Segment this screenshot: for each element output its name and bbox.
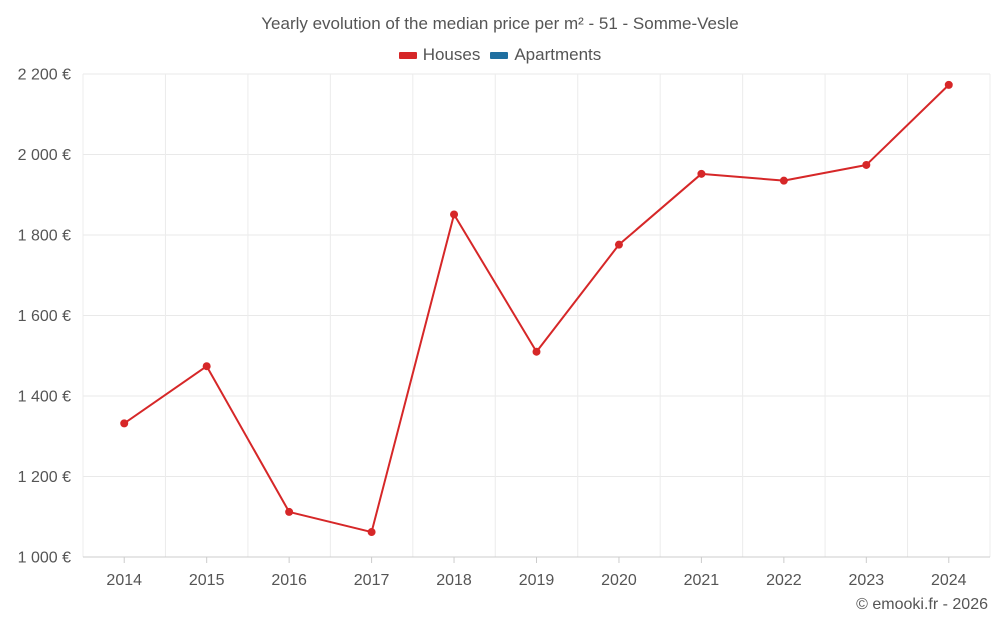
chart-title: Yearly evolution of the median price per… [261,14,739,33]
copyright-text: © emooki.fr - 2026 [856,596,988,613]
x-tick-label: 2023 [849,572,885,589]
y-tick-label: 1 400 € [18,389,71,406]
x-tick-label: 2020 [601,572,637,589]
data-point [202,362,211,371]
x-tick-label: 2024 [931,572,967,589]
x-tick-label: 2021 [684,572,720,589]
x-tick-label: 2022 [766,572,802,589]
data-point [697,169,706,178]
x-tick-label: 2016 [271,572,307,589]
data-point [120,419,129,428]
data-point [862,160,871,169]
data-point [450,210,459,219]
legend-swatch-apartments [490,51,509,59]
x-tick-label: 2017 [354,572,390,589]
legend-swatch-houses [398,51,417,59]
data-point [532,347,541,356]
y-tick-label: 1 600 € [18,308,71,325]
data-point [614,240,623,249]
x-tick-label: 2015 [189,572,225,589]
legend-label-houses: Houses [422,45,481,64]
x-tick-label: 2014 [106,572,142,589]
data-point [285,507,294,516]
data-point [779,176,788,185]
y-tick-label: 1 200 € [18,469,71,486]
y-tick-label: 2 200 € [18,67,71,84]
data-point [944,80,953,89]
legend: Houses Apartments [0,45,1000,65]
y-tick-label: 1 800 € [18,228,71,245]
data-point [367,528,376,537]
legend-label-apartments: Apartments [514,45,602,64]
x-tick-label: 2019 [519,572,555,589]
x-tick-label: 2018 [436,572,472,589]
legend-item-apartments[interactable]: Apartments [490,45,601,65]
y-tick-label: 1 000 € [18,550,71,567]
legend-item-houses[interactable]: Houses [398,45,481,65]
y-tick-label: 2 000 € [18,147,71,164]
